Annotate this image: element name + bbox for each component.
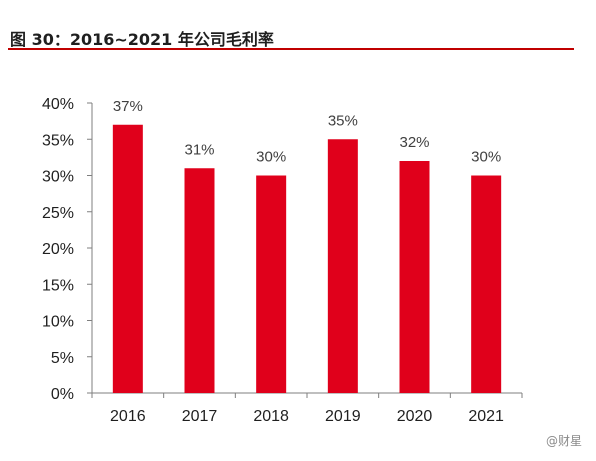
bar-2021 [471, 175, 502, 393]
figure-title: 图 30：2016~2021 年公司毛利率 [10, 30, 274, 49]
y-tick-label: 0% [51, 386, 74, 403]
y-tick-label: 10% [42, 314, 74, 331]
bar-2018 [256, 175, 287, 393]
x-tick-label-2020: 2020 [397, 408, 433, 425]
x-tick-label-2021: 2021 [468, 408, 504, 425]
data-label-2021: 30% [471, 149, 501, 166]
bar-2017 [184, 168, 215, 393]
watermark: @财星 [545, 434, 582, 448]
data-label-2019: 35% [328, 112, 358, 129]
data-label-2020: 32% [399, 134, 429, 151]
bar-2019 [327, 139, 358, 393]
x-tick-label-2019: 2019 [325, 408, 361, 425]
y-tick-label: 5% [51, 350, 74, 367]
x-tick-label-2018: 2018 [253, 408, 289, 425]
y-tick-label: 30% [42, 169, 74, 186]
title-divider [8, 48, 574, 50]
y-tick-label: 35% [42, 132, 74, 149]
bar-2020 [399, 161, 430, 393]
bar-2016 [112, 124, 143, 393]
y-tick-label: 40% [42, 96, 74, 113]
x-tick-label-2017: 2017 [182, 408, 218, 425]
y-tick-label: 25% [42, 205, 74, 222]
y-tick-label: 20% [42, 241, 74, 258]
data-label-2016: 37% [113, 98, 143, 115]
data-label-2018: 30% [256, 149, 286, 166]
data-label-2017: 31% [184, 141, 214, 158]
y-tick-label: 15% [42, 277, 74, 294]
x-tick-label-2016: 2016 [110, 408, 146, 425]
